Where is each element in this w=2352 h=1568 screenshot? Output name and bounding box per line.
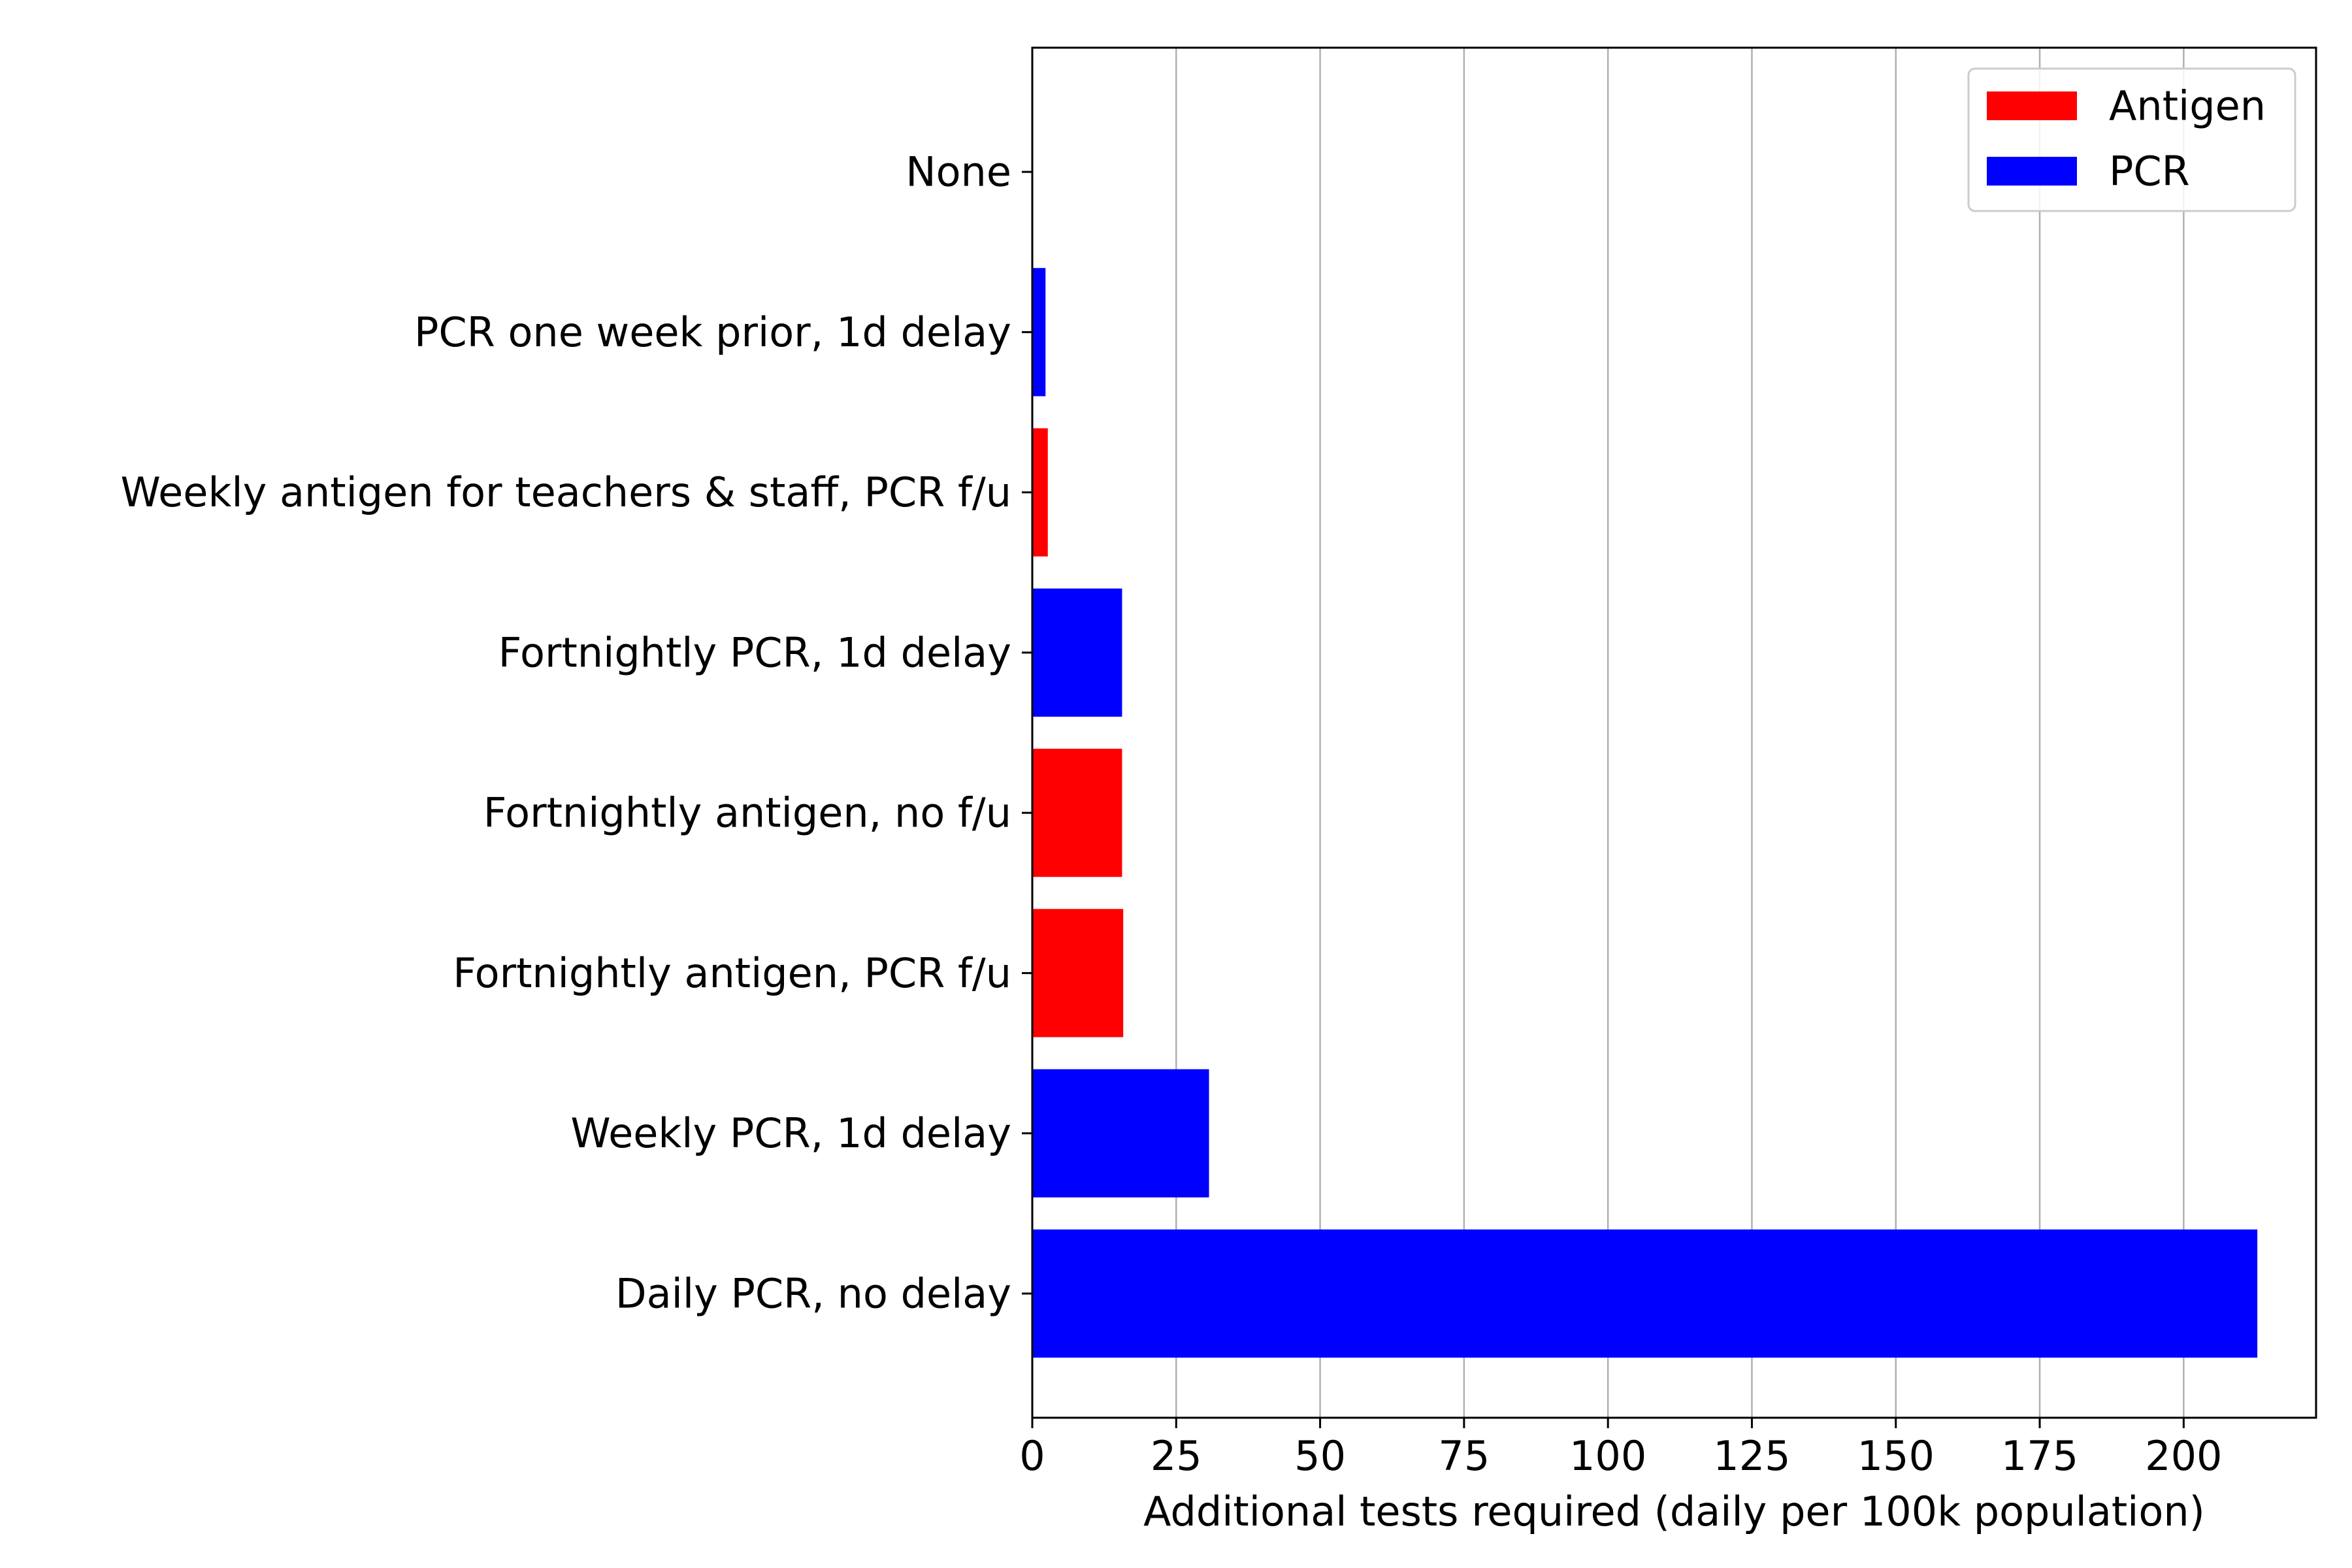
y-tick-label: Weekly PCR, 1d delay <box>570 1109 1011 1157</box>
x-tick-label: 100 <box>1569 1432 1646 1480</box>
y-tick-label: Fortnightly antigen, no f/u <box>483 789 1011 837</box>
bar-weekly-pcr-1d-delay <box>1032 1069 1209 1198</box>
legend-swatch-pcr <box>1987 157 2077 186</box>
y-tick-label: Weekly antigen for teachers & staff, PCR… <box>120 468 1011 516</box>
y-tick-label: Daily PCR, no delay <box>615 1269 1011 1317</box>
x-tick-label: 175 <box>2001 1432 2078 1480</box>
bar-fortnightly-antigen-pcr-f-u <box>1032 909 1124 1037</box>
x-tick-label: 0 <box>1019 1432 1045 1480</box>
x-tick-label: 125 <box>1713 1432 1790 1480</box>
y-tick-label: None <box>906 148 1011 196</box>
x-tick-label: 200 <box>2145 1432 2222 1480</box>
bar-fortnightly-antigen-no-f-u <box>1032 749 1122 877</box>
y-tick-label: Fortnightly antigen, PCR f/u <box>453 949 1011 997</box>
legend-label-pcr: PCR <box>2109 148 2190 195</box>
bar-daily-pcr-no-delay <box>1032 1229 2258 1358</box>
bars <box>1032 268 2258 1358</box>
y-tick-label: PCR one week prior, 1d delay <box>414 308 1011 356</box>
bar-weekly-antigen-for-teachers-staff-pcr-f-u <box>1032 428 1048 557</box>
x-tick-label: 50 <box>1294 1432 1346 1480</box>
bar-fortnightly-pcr-1d-delay <box>1032 588 1122 717</box>
x-tick-label: 75 <box>1438 1432 1490 1480</box>
x-tick-label: 150 <box>1857 1432 1935 1480</box>
x-axis: 0 25 50 75 100 125 150 175 200 <box>1019 1418 2223 1480</box>
plot-frame <box>1031 46 2317 1419</box>
legend: Antigen PCR <box>1967 67 2296 212</box>
bar-pcr-one-week-prior-1d-delay <box>1032 268 1046 397</box>
legend-label-antigen: Antigen <box>2109 82 2266 130</box>
y-tick-label: Fortnightly PCR, 1d delay <box>498 629 1011 676</box>
legend-swatch-antigen <box>1987 91 2077 120</box>
x-axis-title: Additional tests required (daily per 100… <box>1143 1488 2205 1535</box>
y-axis: None PCR one week prior, 1d delay Weekly a… <box>120 148 1032 1317</box>
x-tick-label: 25 <box>1151 1432 1202 1480</box>
